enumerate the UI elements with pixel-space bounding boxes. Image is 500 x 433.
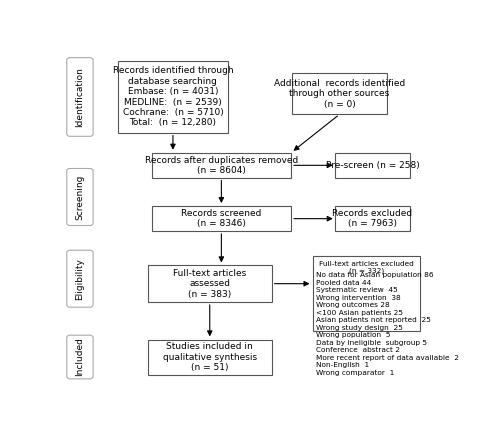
Text: Identification: Identification bbox=[76, 67, 84, 127]
FancyBboxPatch shape bbox=[118, 61, 228, 133]
Text: Included: Included bbox=[76, 338, 84, 376]
FancyBboxPatch shape bbox=[67, 58, 93, 136]
Text: Records screened
(n = 8346): Records screened (n = 8346) bbox=[181, 209, 262, 228]
Text: Eligibility: Eligibility bbox=[76, 258, 84, 300]
FancyBboxPatch shape bbox=[334, 153, 410, 178]
FancyBboxPatch shape bbox=[67, 335, 93, 379]
Text: Records after duplicates removed
(n = 8604): Records after duplicates removed (n = 86… bbox=[145, 155, 298, 175]
Text: Full-text articles excluded
(n = 332): Full-text articles excluded (n = 332) bbox=[320, 261, 414, 274]
FancyBboxPatch shape bbox=[314, 256, 420, 331]
FancyBboxPatch shape bbox=[152, 153, 291, 178]
FancyBboxPatch shape bbox=[292, 73, 387, 114]
FancyBboxPatch shape bbox=[152, 206, 291, 231]
Text: Studies included in
qualitative synthesis
(n = 51): Studies included in qualitative synthesi… bbox=[162, 342, 257, 372]
Text: Records excluded
(n = 7963): Records excluded (n = 7963) bbox=[332, 209, 412, 228]
FancyBboxPatch shape bbox=[67, 168, 93, 226]
Text: Additional  records identified
through other sources
(n = 0): Additional records identified through ot… bbox=[274, 79, 405, 109]
FancyBboxPatch shape bbox=[148, 265, 272, 302]
FancyBboxPatch shape bbox=[334, 206, 410, 231]
Text: Records identified through
database searching
Embase: (n = 4031)
MEDLINE:  (n = : Records identified through database sear… bbox=[112, 67, 233, 127]
Text: Full-text articles
assessed
(n = 383): Full-text articles assessed (n = 383) bbox=[173, 269, 246, 299]
Text: Screening: Screening bbox=[76, 174, 84, 220]
Text: Pre-screen (n = 258): Pre-screen (n = 258) bbox=[326, 161, 420, 170]
FancyBboxPatch shape bbox=[148, 339, 272, 375]
Text: No data for Asian population 86
Pooled data 44
Systematic review  45
Wrong inter: No data for Asian population 86 Pooled d… bbox=[316, 272, 459, 376]
FancyBboxPatch shape bbox=[67, 250, 93, 307]
